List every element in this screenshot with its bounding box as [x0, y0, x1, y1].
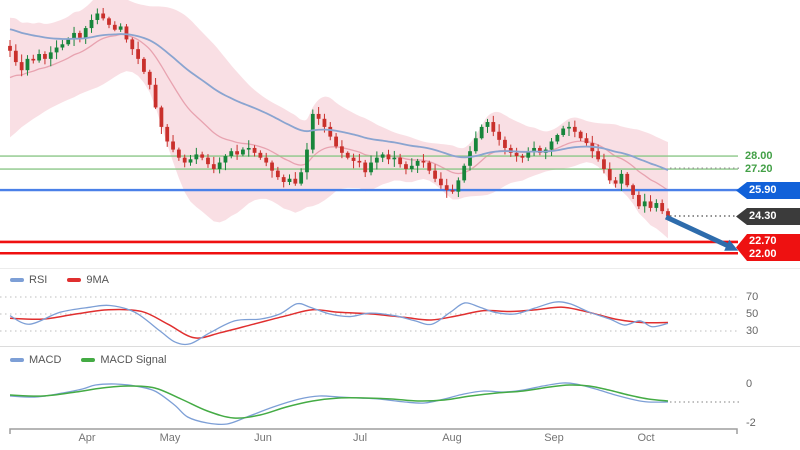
price-level-label-272: 27.20: [745, 163, 773, 175]
price-tag-blue-value: 25.90: [749, 184, 777, 196]
rsi-line: [9, 301, 669, 346]
macd-legend: MACD MACD Signal: [10, 354, 180, 366]
candlestick-series: [8, 7, 670, 219]
rsi-ma-line: [9, 306, 669, 339]
bollinger-band: [10, 0, 668, 239]
rsi-gridlines: [0, 296, 738, 332]
x-axis-label-may: May: [159, 432, 181, 444]
price-tag-last[interactable]: 24.30: [736, 208, 800, 225]
panel-separator-1: [0, 268, 800, 269]
price-tag-target-high: 22.70: [749, 234, 777, 247]
macd-axis-label-neg2: -2: [746, 417, 756, 429]
x-axis-label-jul: Jul: [352, 432, 368, 444]
rsi-gridline-label-50: 50: [746, 308, 759, 320]
rsi-gridline-label-30: 30: [746, 325, 759, 337]
macd-axis-label-0: 0: [746, 378, 753, 390]
macd-legend-item-signal[interactable]: MACD Signal: [81, 354, 166, 366]
macd-signal-swatch-icon: [81, 358, 96, 362]
rsi-swatch-icon: [10, 278, 24, 282]
rsi-gridline-label-70: 70: [746, 291, 759, 303]
price-level-label-28: 28.00: [745, 150, 773, 162]
rsi-legend-item-9ma[interactable]: 9MA: [67, 274, 109, 286]
macd-legend-label: MACD: [29, 354, 62, 366]
rsi-ma-swatch-icon: [67, 278, 82, 282]
x-axis-label-apr: Apr: [78, 432, 96, 444]
macd-swatch-icon: [10, 358, 24, 362]
macd-signal-line: [9, 384, 669, 419]
macd-legend-item-macd[interactable]: MACD: [10, 354, 61, 366]
rsi-legend-item-rsi[interactable]: RSI: [10, 274, 47, 286]
long-ma-line: [9, 28, 669, 171]
price-tag-target-low: 22.00: [749, 247, 777, 260]
trend-arrow[interactable]: [664, 214, 739, 251]
rsi-ma-legend-label: 9MA: [86, 274, 109, 286]
price-tag-blue[interactable]: 25.90: [736, 182, 800, 199]
x-axis-label-sep: Sep: [544, 432, 564, 444]
rsi-legend: RSI 9MA: [10, 274, 123, 286]
level-lines: [0, 155, 742, 255]
macd-line: [9, 382, 669, 426]
price-tag-last-value: 24.30: [749, 210, 777, 222]
x-axis-label-jun: Jun: [254, 432, 272, 444]
price-tag-target-zone[interactable]: 22.70 22.00: [736, 234, 800, 261]
rsi-legend-label: RSI: [29, 274, 48, 286]
panel-separator-2: [0, 346, 800, 347]
macd-signal-legend-label: MACD Signal: [100, 354, 167, 366]
x-axis: [9, 428, 738, 434]
x-axis-label-aug: Aug: [442, 432, 462, 444]
x-axis-label-oct: Oct: [637, 432, 655, 444]
